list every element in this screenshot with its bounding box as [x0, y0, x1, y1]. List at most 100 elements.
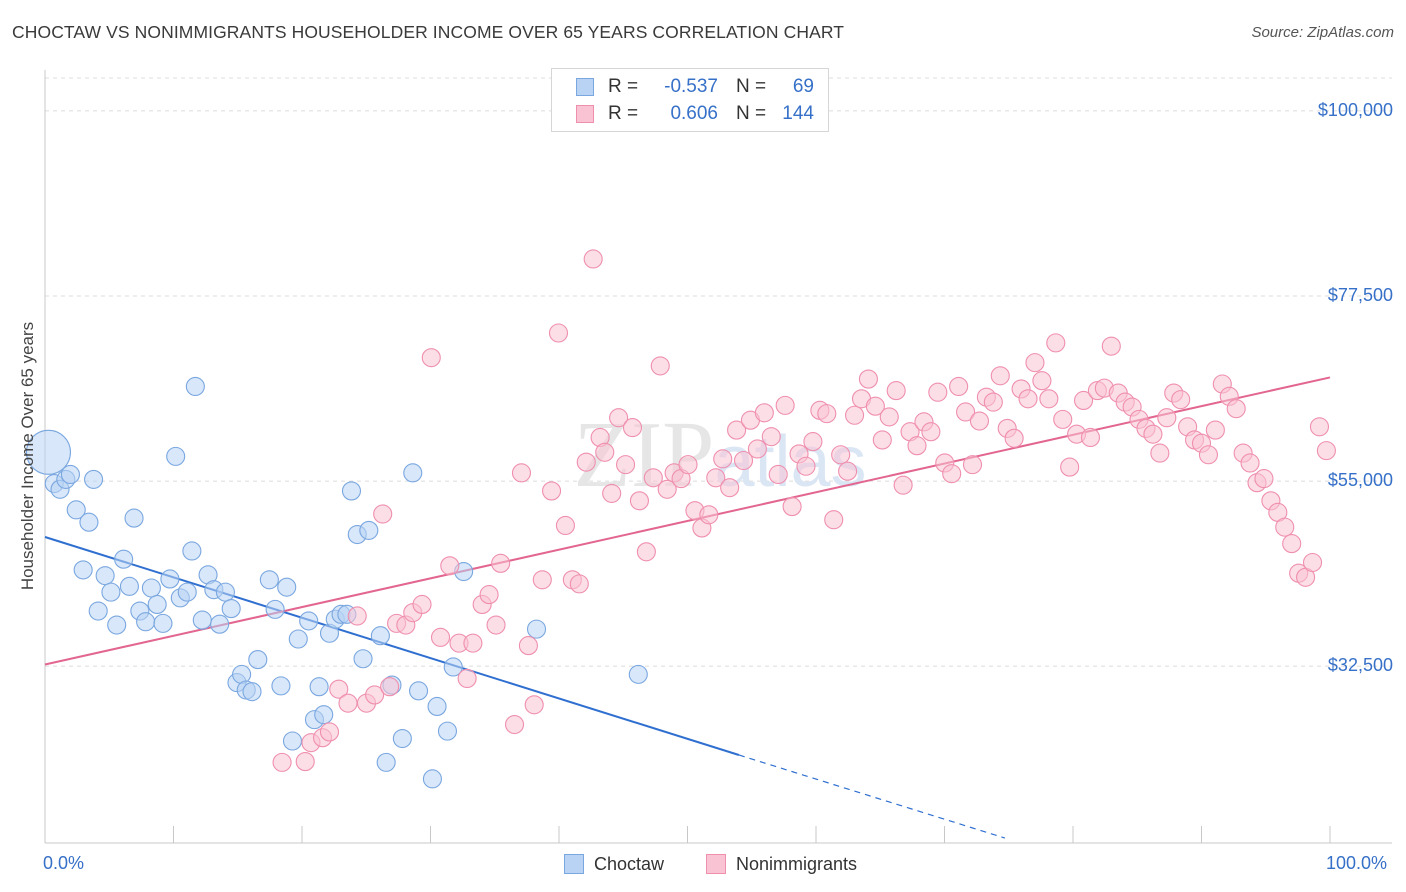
nonimmigrants-point	[838, 461, 858, 481]
nonimmigrants-point	[569, 574, 589, 594]
nonimmigrants-point	[380, 677, 400, 697]
nonimmigrants-point	[907, 436, 927, 456]
nonimmigrants-point	[272, 752, 292, 772]
nonimmigrants-point	[1205, 420, 1225, 440]
nonimmigrants-point	[1254, 469, 1274, 489]
nonimmigrants-point	[1080, 427, 1101, 448]
choctaw-point	[628, 664, 648, 684]
nonimmigrants-point	[921, 422, 941, 442]
choctaw-point	[427, 696, 447, 717]
legend-n-label: N =	[736, 76, 767, 97]
x-tick-label-min: 0.0%	[43, 853, 85, 873]
legend-swatch-choctaw	[576, 78, 594, 96]
nonimmigrants-point	[782, 497, 802, 517]
nonimmigrants-point	[858, 369, 878, 389]
nonimmigrants-point	[347, 606, 367, 626]
choctaw-trend-line	[44, 536, 740, 756]
legend-r-label: R =	[608, 103, 639, 124]
nonimmigrants-point	[440, 556, 460, 576]
legend-row-nonimmigrants: R = 0.606 N = 144	[576, 101, 814, 127]
choctaw-point	[185, 376, 205, 397]
nonimmigrants-point	[338, 693, 358, 713]
choctaw-point	[147, 594, 167, 615]
nonimmigrants-point	[1157, 408, 1177, 428]
nonimmigrants-point	[602, 483, 622, 503]
nonimmigrants-point	[831, 445, 851, 465]
nonimmigrants-point	[532, 570, 552, 590]
nonimmigrants-trend-line	[44, 376, 1331, 666]
chart-title: CHOCTAW VS NONIMMIGRANTS HOUSEHOLDER INC…	[12, 22, 845, 42]
choctaw-point	[299, 611, 319, 631]
legend-n-label: N =	[736, 103, 767, 124]
nonimmigrants-point	[622, 418, 643, 438]
nonimmigrants-point	[1101, 336, 1121, 356]
y-tick-label: $100,000	[1317, 99, 1393, 120]
nonimmigrants-point	[747, 439, 767, 459]
nonimmigrants-point	[796, 456, 816, 476]
choctaw-point	[101, 582, 121, 602]
choctaw-point	[403, 463, 423, 483]
nonimmigrants-point	[1316, 441, 1336, 461]
choctaw-point	[353, 649, 373, 669]
nonimmigrants-point	[457, 668, 477, 689]
choctaw-point	[271, 676, 291, 696]
bottom-legend-nonimmigrants[interactable]: Nonimmigrants	[706, 852, 857, 876]
nonimmigrants-point	[942, 464, 962, 484]
nonimmigrants-point	[541, 481, 562, 501]
choctaw-point	[376, 752, 396, 772]
y-tick-label: $32,500	[1327, 655, 1393, 676]
choctaw-point	[248, 650, 268, 670]
bottom-legend-label-choctaw: Choctaw	[594, 853, 665, 874]
choctaw-point	[392, 728, 412, 749]
nonimmigrants-point	[761, 427, 781, 447]
nonimmigrants-point	[491, 553, 511, 573]
nonimmigrants-point	[373, 504, 393, 524]
choctaw-point	[119, 576, 139, 596]
data-points	[25, 249, 1336, 789]
nonimmigrants-point	[595, 442, 615, 462]
nonimmigrants-point	[548, 323, 569, 343]
nonimmigrants-point	[1171, 390, 1191, 410]
legend-n-value: 144	[782, 103, 814, 124]
choctaw-point	[242, 682, 262, 702]
legend-r-value: -0.537	[664, 76, 718, 97]
source-credit: Source: ZipAtlas.com	[1251, 24, 1394, 41]
choctaw-point	[359, 520, 379, 540]
nonimmigrants-point	[629, 491, 649, 511]
nonimmigrants-point	[576, 452, 596, 472]
choctaw-point	[153, 613, 173, 633]
choctaw-point	[177, 582, 197, 602]
nonimmigrants-point	[872, 430, 892, 450]
choctaw-point	[422, 769, 442, 789]
nonimmigrants-point	[893, 475, 913, 495]
nonimmigrants-point	[1309, 417, 1330, 437]
nonimmigrants-point	[1039, 389, 1059, 409]
nonimmigrants-point	[616, 455, 636, 475]
nonimmigrants-point	[524, 695, 544, 715]
choctaw-point	[166, 446, 186, 466]
nonimmigrants-point	[583, 249, 603, 269]
choctaw-point	[443, 657, 463, 677]
trend-lines	[44, 376, 1331, 839]
nonimmigrants-point	[678, 455, 698, 475]
nonimmigrants-point	[657, 479, 677, 499]
nonimmigrants-point	[430, 627, 451, 647]
legend-n-value: 69	[792, 76, 814, 97]
watermark-zip: ZIP	[573, 403, 714, 507]
choctaw-point	[182, 541, 202, 561]
nonimmigrants-point	[555, 515, 575, 536]
bottom-legend-choctaw[interactable]: Choctaw	[564, 852, 664, 876]
nonimmigrants-point	[990, 366, 1010, 386]
nonimmigrants-point	[1226, 399, 1246, 419]
choctaw-point	[282, 731, 303, 751]
nonimmigrants-point	[865, 396, 885, 416]
choctaw-point	[141, 578, 161, 598]
nonimmigrants-point	[463, 633, 483, 653]
choctaw-point	[288, 629, 308, 649]
choctaw-point	[25, 429, 72, 475]
nonimmigrants-point	[1240, 453, 1260, 473]
choctaw-point	[341, 481, 362, 501]
nonimmigrants-point	[727, 420, 747, 440]
nonimmigrants-point	[983, 392, 1003, 412]
